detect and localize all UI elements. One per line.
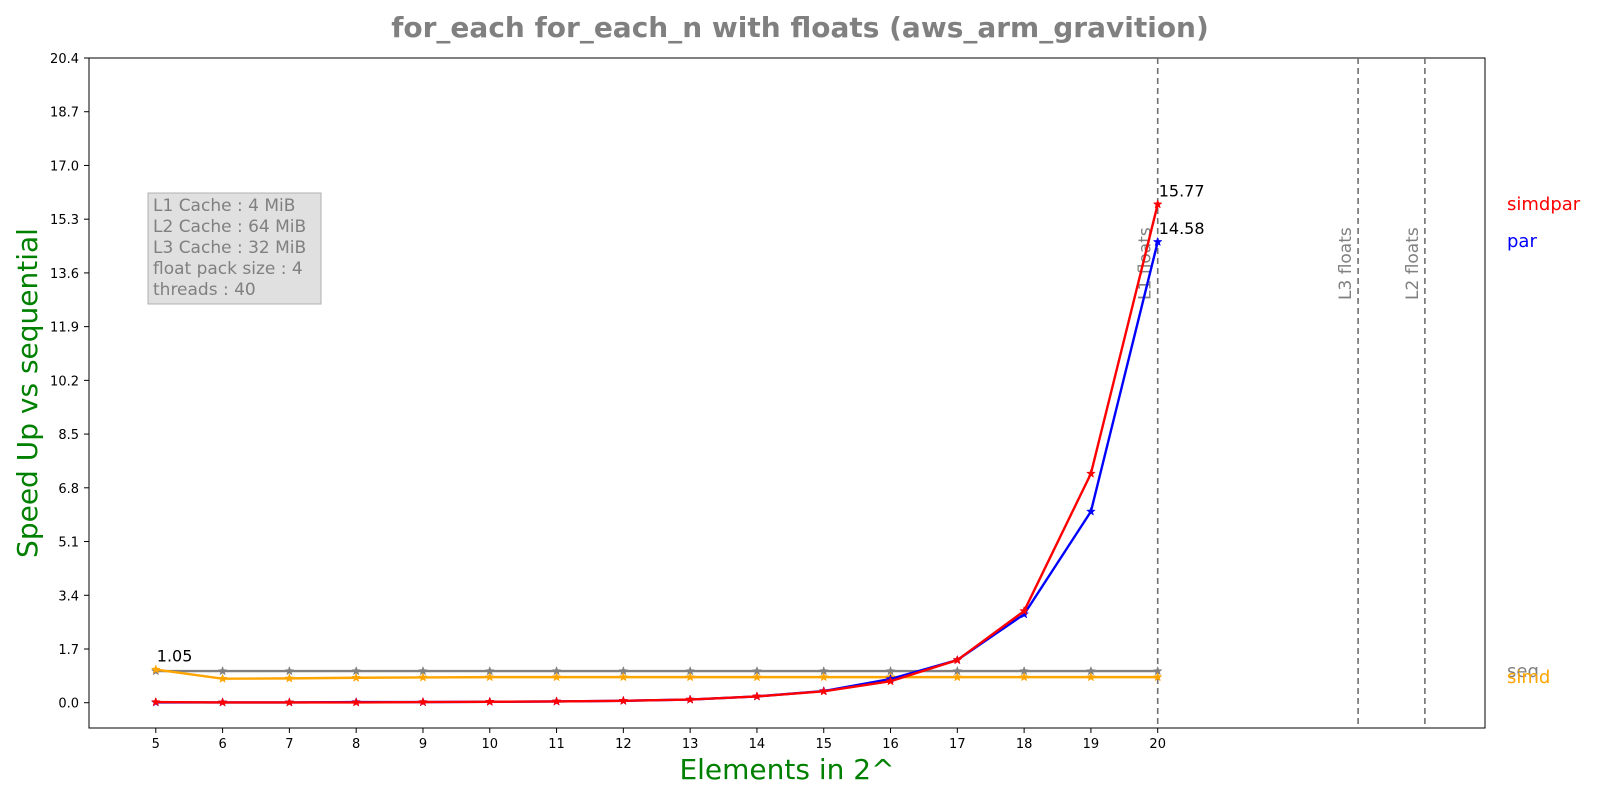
x-tick-label: 7: [285, 737, 293, 752]
data-point-seq: [217, 665, 228, 676]
series-lines: [150, 199, 1163, 707]
x-tick-label: 9: [419, 737, 427, 752]
y-tick-label: 10.2: [50, 374, 79, 389]
data-point-simdpar: [952, 654, 963, 665]
data-point-simdpar: [818, 686, 829, 696]
data-point-simdpar: [551, 696, 562, 706]
x-axis-title: Elements in 2^: [679, 753, 894, 786]
data-point-simd: [1085, 671, 1096, 682]
legend-simdpar: simdpar: [1507, 194, 1581, 215]
y-tick-label: 13.6: [50, 267, 79, 282]
data-point-simd: [150, 664, 161, 674]
x-tick-label: 13: [682, 737, 699, 752]
chart-title: for_each for_each_n with floats (aws_arm…: [391, 11, 1209, 44]
y-tick-label: 20.4: [50, 52, 79, 67]
cache-line-label: L1 floats: [1136, 227, 1156, 300]
y-tick-label: 15.3: [50, 213, 79, 228]
info-line: threads : 40: [153, 280, 256, 300]
data-point-simd: [1019, 671, 1030, 682]
cache-line-label: L2 floats: [1403, 227, 1423, 300]
data-point-simd: [484, 671, 495, 682]
info-line: L1 Cache : 4 MiB: [153, 196, 295, 216]
data-point-simdpar: [618, 695, 629, 706]
data-point-simd: [284, 673, 295, 683]
x-tick-label: 16: [882, 737, 899, 752]
x-tick-label: 18: [1016, 737, 1033, 752]
data-point-simd: [952, 671, 963, 682]
data-point-simdpar: [217, 697, 228, 707]
series-line-simdpar: [155, 204, 1159, 704]
y-tick-label: 8.5: [58, 428, 79, 443]
info-box-background: [147, 192, 322, 305]
info-line: L2 Cache : 64 MiB: [153, 217, 306, 237]
data-point-simd: [418, 672, 428, 682]
y-tick-label: 18.7: [50, 106, 79, 121]
data-point-simd: [818, 671, 829, 682]
cache-size-lines: L1 floats L3 floats L2 floats: [1136, 58, 1426, 728]
y-tick-label: 0.0: [58, 697, 79, 712]
x-tick-label: 15: [815, 737, 832, 752]
data-point-simd: [618, 671, 629, 682]
cache-line-label: L3 floats: [1336, 227, 1356, 300]
data-point-simd: [551, 671, 562, 682]
data-point-seq: [284, 665, 295, 676]
value-annotation: 15.77: [1159, 181, 1205, 200]
legend-simd: simd: [1507, 667, 1550, 688]
plot-area: [88, 57, 1486, 729]
y-tick-label: 1.7: [58, 643, 79, 658]
x-tick-label: 12: [615, 737, 632, 752]
data-point-simd: [217, 673, 228, 683]
data-point-simdpar: [484, 696, 495, 706]
data-point-simd: [1152, 671, 1163, 682]
info-box: L1 Cache : 4 MiB L2 Cache : 64 MiB L3 Ca…: [147, 192, 322, 305]
y-tick-label: 3.4: [58, 589, 79, 604]
data-point-simdpar: [1085, 468, 1096, 478]
y-tick-label: 17.0: [50, 159, 79, 174]
data-point-simdpar: [150, 696, 161, 707]
data-point-simdpar: [351, 697, 362, 707]
data-point-simdpar: [284, 697, 295, 707]
x-tick-label: 19: [1083, 737, 1100, 752]
info-line: L3 Cache : 32 MiB: [153, 238, 306, 258]
data-point-simdpar: [751, 691, 762, 701]
x-tick-label: 5: [152, 737, 160, 752]
data-point-simd: [351, 672, 362, 682]
legend-par: par: [1507, 231, 1537, 252]
data-point-simd: [685, 671, 696, 682]
value-annotation: 14.58: [1159, 219, 1205, 238]
y-axis-title: Speed Up vs sequential: [11, 228, 44, 558]
x-tick-label: 14: [749, 737, 766, 752]
x-tick-label: 17: [949, 737, 966, 752]
x-tick-label: 6: [218, 737, 226, 752]
x-tick-label: 8: [352, 737, 360, 752]
x-tick-label: 20: [1149, 737, 1166, 752]
value-annotation: 1.05: [157, 647, 193, 666]
data-point-par: [1152, 236, 1163, 247]
x-tick-label: 10: [481, 737, 498, 752]
data-point-simdpar: [418, 696, 428, 707]
data-point-simdpar: [685, 694, 696, 704]
axis-ticks: 5 6 7 8 9 10 11 12 13 14 15 16 17 18 19 20 0.0 1.7 3.4 5.1 6…: [50, 52, 1166, 752]
value-annotations: 1.05 15.77 14.58: [157, 181, 1205, 665]
data-point-simd: [751, 671, 762, 682]
y-tick-label: 5.1: [58, 536, 79, 551]
data-point-par: [1085, 506, 1096, 516]
series-line-simd: [155, 668, 1158, 680]
legend-seq: seq: [1507, 661, 1539, 682]
info-line: float pack size : 4: [153, 259, 303, 279]
data-point-simdpar: [1019, 605, 1030, 616]
y-tick-label: 6.8: [58, 482, 79, 497]
data-point-simdpar: [885, 676, 896, 686]
legend: simdpar par seq simd: [1507, 194, 1581, 688]
data-point-simdpar: [1152, 199, 1163, 209]
x-tick-label: 11: [548, 737, 565, 752]
y-tick-label: 11.9: [50, 321, 79, 336]
